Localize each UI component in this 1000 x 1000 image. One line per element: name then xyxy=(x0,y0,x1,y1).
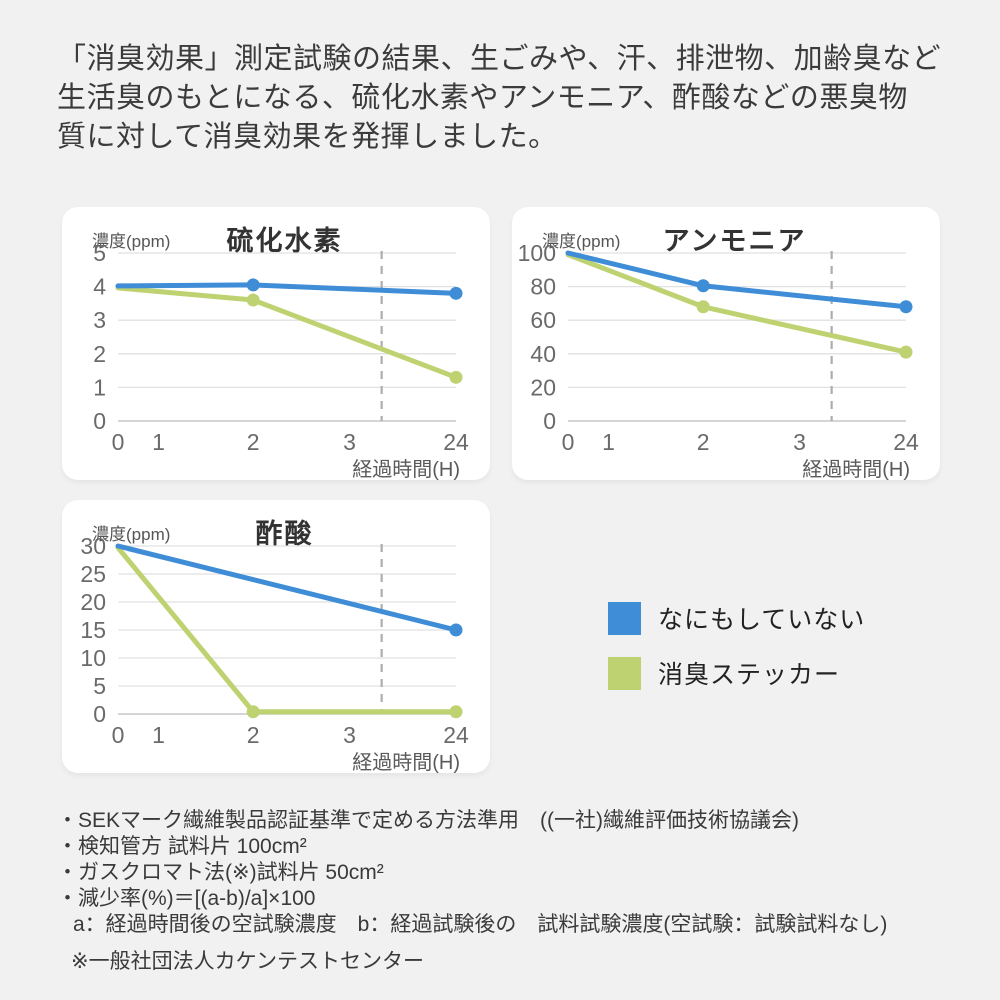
footnote-line-2: ・検知管方 試料片 100cm² xyxy=(57,835,307,858)
svg-text:0: 0 xyxy=(562,429,575,455)
svg-text:経過時間(H): 経過時間(H) xyxy=(802,458,910,480)
chart-panel-acetic-acid: 濃度(ppm) 酢酸 0 5 10 15 20 25 30 0 1 2 3 24 経過時間(H) xyxy=(62,500,490,773)
svg-text:3: 3 xyxy=(93,307,106,333)
chart-title-ammonia: アンモニア xyxy=(662,226,807,256)
svg-text:経過時間(H): 経過時間(H) xyxy=(352,751,460,773)
svg-text:3: 3 xyxy=(343,429,356,455)
svg-text:24: 24 xyxy=(443,429,469,455)
svg-text:80: 80 xyxy=(530,274,556,300)
footnotes: ・SEKマーク繊維製品認証基準で定める方法準用 ((一社)繊維評価技術協議会) … xyxy=(57,808,967,975)
svg-text:5: 5 xyxy=(93,240,106,266)
legend-item-deodorant-sticker: 消臭ステッカー xyxy=(608,655,865,691)
y-axis-unit-label: 濃度(ppm) xyxy=(542,232,621,251)
chart-title-acetic-acid: 酢酸 xyxy=(255,519,314,549)
footnote-source: ※一般社団法人カケンテストセンター xyxy=(71,950,424,973)
header-line-1: 「消臭効果」測定試験の結果、生ごみや、汗、排泄物、加齢臭など xyxy=(57,43,942,75)
svg-text:3: 3 xyxy=(793,429,806,455)
y-axis-unit-label: 濃度(ppm) xyxy=(92,525,171,544)
header-line-2: 生活臭のもとになる、硫化水素やアンモニア、酢酸などの悪臭物 xyxy=(57,82,908,114)
legend-swatch-green xyxy=(608,656,641,690)
svg-text:2: 2 xyxy=(697,429,710,455)
svg-text:0: 0 xyxy=(112,722,125,748)
svg-text:30: 30 xyxy=(80,533,106,559)
svg-text:0: 0 xyxy=(543,408,556,434)
legend: なにもしていない 消臭ステッカー xyxy=(608,600,865,710)
line-chart-hydrogen-sulfide: 0 1 2 3 4 5 0 1 2 3 24 経過時間(H) xyxy=(93,240,469,480)
svg-text:1: 1 xyxy=(152,429,165,455)
svg-text:3: 3 xyxy=(343,722,356,748)
svg-text:60: 60 xyxy=(530,307,556,333)
legend-label-untreated: なにもしていない xyxy=(658,606,866,634)
footnote-line-1: ・SEKマーク繊維製品認証基準で定める方法準用 ((一社)繊維評価技術協議会) xyxy=(57,809,799,832)
svg-text:24: 24 xyxy=(443,722,469,748)
svg-text:20: 20 xyxy=(80,589,106,615)
chart-title-hydrogen-sulfide: 硫化水素 xyxy=(226,226,343,256)
svg-text:15: 15 xyxy=(80,617,106,643)
svg-text:20: 20 xyxy=(530,374,556,400)
svg-text:0: 0 xyxy=(93,701,106,727)
svg-text:5: 5 xyxy=(93,673,106,699)
svg-text:25: 25 xyxy=(80,561,106,587)
svg-text:24: 24 xyxy=(893,429,919,455)
svg-text:2: 2 xyxy=(247,722,260,748)
svg-text:経過時間(H): 経過時間(H) xyxy=(352,458,460,480)
footnote-line-4: ・減少率(%)＝[(a-b)/a]×100 xyxy=(57,887,316,910)
legend-label-deodorant-sticker: 消臭ステッカー xyxy=(658,661,841,689)
svg-text:0: 0 xyxy=(112,429,125,455)
chart-panel-ammonia: 濃度(ppm) アンモニア 0 20 40 60 80 100 0 1 2 3 24 経過時間(H) xyxy=(512,207,940,480)
svg-text:40: 40 xyxy=(530,341,556,367)
svg-text:2: 2 xyxy=(93,341,106,367)
svg-text:0: 0 xyxy=(93,408,106,434)
legend-swatch-blue xyxy=(608,601,641,635)
chart-panel-hydrogen-sulfide: 濃度(ppm) 硫化水素 0 1 2 3 4 5 0 1 2 3 24 経過時間(H) xyxy=(62,207,490,480)
footnote-line-3: ・ガスクロマト法(※)試料片 50cm² xyxy=(57,861,384,884)
svg-text:1: 1 xyxy=(152,722,165,748)
svg-text:100: 100 xyxy=(518,240,556,266)
svg-text:4: 4 xyxy=(93,274,106,300)
legend-item-untreated: なにもしていない xyxy=(608,600,865,636)
header-line-3: 質に対して消臭効果を発揮しました。 xyxy=(57,121,558,153)
y-axis-unit-label: 濃度(ppm) xyxy=(92,232,171,251)
svg-text:10: 10 xyxy=(80,645,106,671)
svg-text:2: 2 xyxy=(247,429,260,455)
page-title: 「消臭効果」測定試験の結果、生ごみや、汗、排泄物、加齢臭など 生活臭のもとになる… xyxy=(57,40,967,157)
line-chart-ammonia: 0 20 40 60 80 100 0 1 2 3 24 経過時間(H) xyxy=(518,240,919,480)
svg-text:1: 1 xyxy=(93,374,106,400)
footnote-line-5: a：経過時間後の空試験濃度 b：経過試験後の 試料試験濃度(空試験：試験試料なし… xyxy=(73,913,888,936)
svg-text:1: 1 xyxy=(602,429,615,455)
